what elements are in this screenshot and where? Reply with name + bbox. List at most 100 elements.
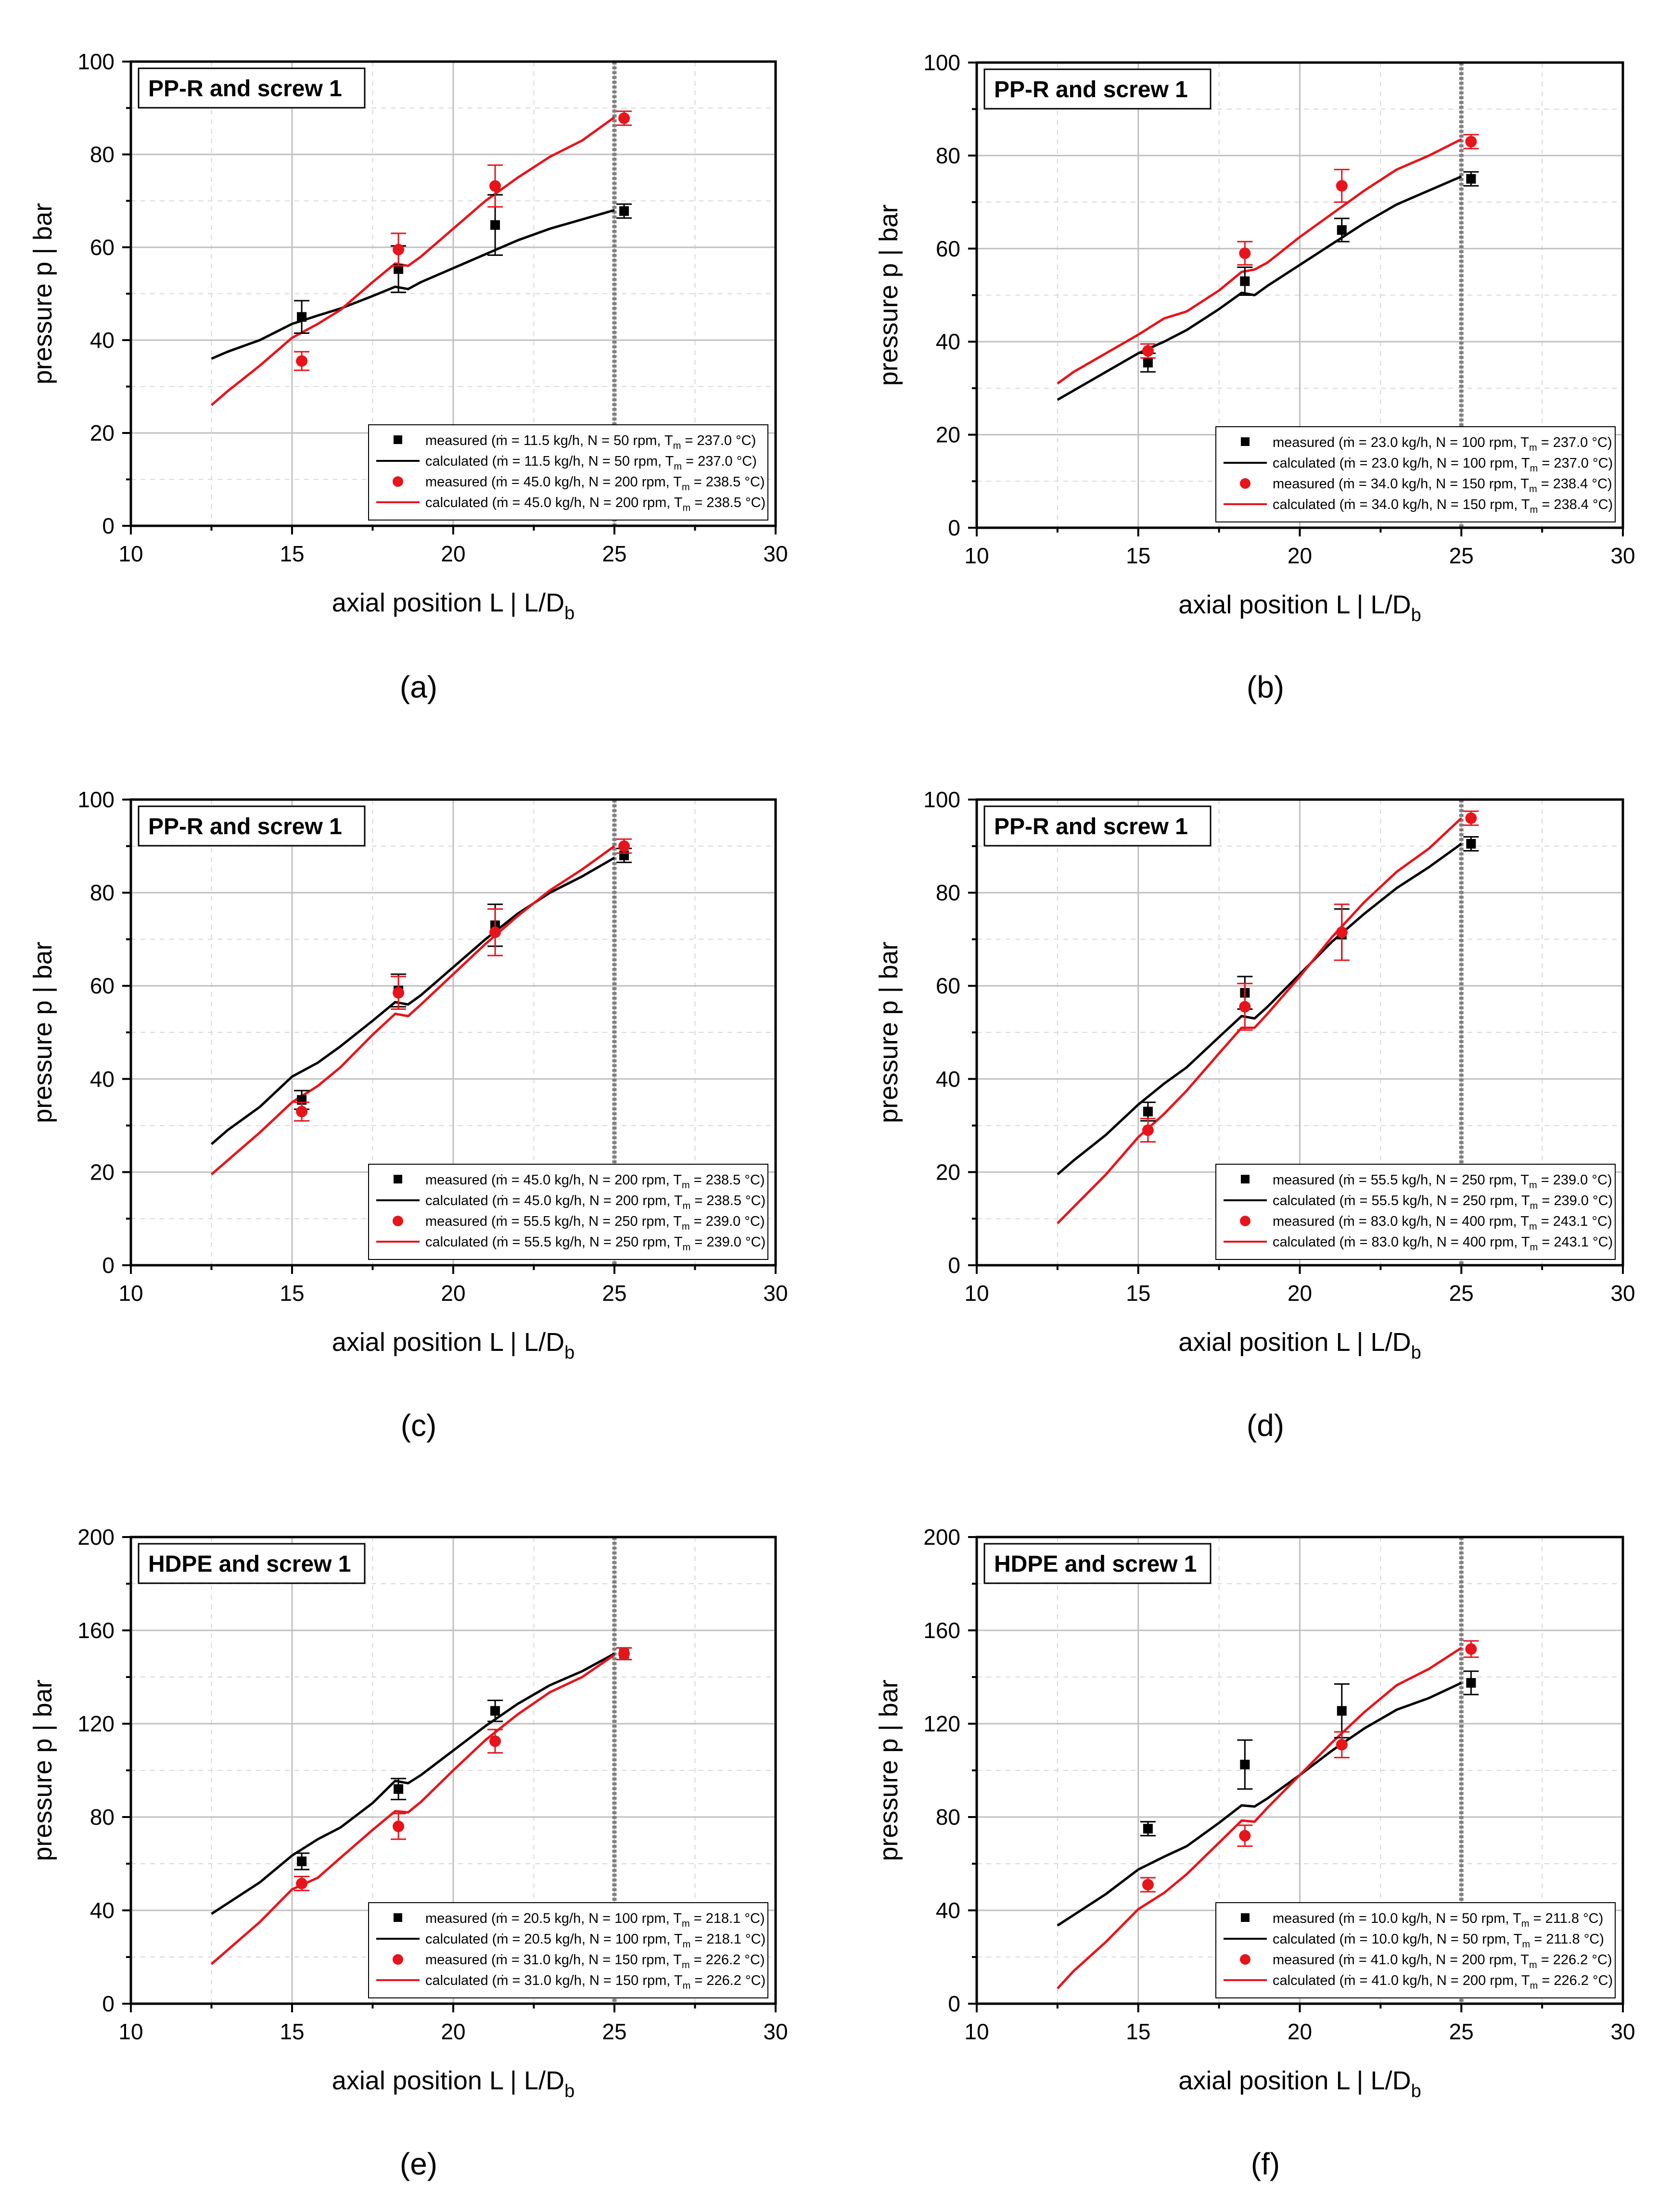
- legend-entry-0: measured (ṁ = 55.5 kg/h, N = 250 rpm, Tm…: [1241, 1172, 1612, 1191]
- legend-entry-1: calculated (ṁ = 45.0 kg/h, N = 200 rpm, …: [376, 1193, 765, 1211]
- panel-caption: (c): [401, 1408, 437, 1443]
- legend-label-text: calculated (ṁ = 10.0 kg/h, N = 50 rpm, T: [1273, 1932, 1522, 1947]
- legend-entry-1: calculated (ṁ = 55.5 kg/h, N = 250 rpm, …: [1224, 1193, 1613, 1211]
- legend-label-tail: = 238.5 °C): [690, 474, 765, 490]
- legend-label-subscript: m: [1530, 1201, 1538, 1211]
- legend-label: calculated (ṁ = 34.0 kg/h, N = 150 rpm, …: [1273, 497, 1613, 515]
- panel-caption: (b): [1247, 670, 1284, 704]
- panel-title-box: PP-R and screw 1: [138, 67, 366, 109]
- legend-entry-3: calculated (ṁ = 31.0 kg/h, N = 150 rpm, …: [376, 1973, 765, 1991]
- x-axis-label-subscript: b: [564, 1343, 574, 1363]
- legend-label-subscript: m: [682, 1960, 690, 1970]
- data-point-square: [394, 1784, 404, 1794]
- data-point-circle: [1465, 1643, 1477, 1655]
- y-tick-label: 20: [936, 1159, 960, 1184]
- x-axis-label-main: axial position L | L/D: [332, 2066, 564, 2095]
- measured-series-2: [1140, 810, 1479, 1143]
- legend-label-subscript: m: [1529, 1221, 1537, 1232]
- legend-box: [1215, 1902, 1616, 1998]
- y-tick-label: 80: [936, 143, 960, 168]
- x-axis-label-main: axial position L | L/D: [1178, 1328, 1411, 1357]
- legend-label-subscript: m: [1529, 484, 1537, 495]
- data-point-square: [1337, 225, 1347, 235]
- y-tick-label: 120: [77, 1711, 115, 1736]
- panel-caption: (d): [1247, 1408, 1284, 1443]
- legend-entry-2: measured (ṁ = 41.0 kg/h, N = 200 rpm, Tm…: [1240, 1952, 1612, 1970]
- calculated-line-1: [1057, 175, 1462, 401]
- x-axis-label: axial position L | L/Db: [1178, 590, 1421, 625]
- legend-entry-3: calculated (ṁ = 83.0 kg/h, N = 400 rpm, …: [1224, 1234, 1613, 1253]
- data-point-square: [490, 220, 500, 230]
- legend-entry-1: calculated (ṁ = 20.5 kg/h, N = 100 rpm, …: [376, 1932, 765, 1950]
- legend-label-text: measured (ṁ = 10.0 kg/h, N = 50 rpm, T: [1273, 1911, 1521, 1926]
- legend-circle-marker: [1240, 1954, 1250, 1965]
- y-tick-label: 120: [923, 1711, 960, 1736]
- legend-label-subscript: m: [674, 461, 682, 472]
- legend-square-marker: [1241, 437, 1250, 446]
- legend: measured (ṁ = 23.0 kg/h, N = 100 rpm, Tm…: [1215, 426, 1616, 522]
- panel-title-box: HDPE and screw 1: [138, 1543, 366, 1584]
- data-point-square: [1143, 1106, 1153, 1117]
- y-tick-label: 200: [923, 1525, 960, 1550]
- x-axis-label: axial position L | L/Db: [1178, 1328, 1421, 1363]
- data-point-circle: [1142, 1124, 1154, 1136]
- calculated-line-1: [211, 209, 615, 360]
- x-tick-label: 15: [1126, 2019, 1150, 2044]
- data-point-circle: [1239, 1001, 1251, 1013]
- legend-entry-1: calculated (ṁ = 11.5 kg/h, N = 50 rpm, T…: [376, 454, 757, 472]
- chart-panel-f: 10 15 20 25 30 0 40 80 120 160 200 axial position L…: [874, 1525, 1635, 2181]
- y-axis-label: pressure p | bar: [874, 941, 903, 1123]
- panel-title-box: PP-R and screw 1: [983, 805, 1212, 847]
- data-point-circle: [1142, 1879, 1154, 1891]
- legend-label-text: measured (ṁ = 45.0 kg/h, N = 200 rpm, T: [425, 474, 682, 490]
- calculated-line-1: [210, 856, 615, 1145]
- data-point-square: [1466, 1678, 1476, 1688]
- legend-label: measured (ṁ = 20.5 kg/h, N = 100 rpm, Tm…: [425, 1911, 765, 1929]
- legend-entry-3: calculated (ṁ = 41.0 kg/h, N = 200 rpm, …: [1224, 1973, 1613, 1991]
- axis-ticks: [122, 1536, 777, 2012]
- calculated-line-3: [1057, 1647, 1462, 1990]
- data-point-square: [297, 312, 307, 322]
- legend-label-text: measured (ṁ = 34.0 kg/h, N = 150 rpm, T: [1273, 476, 1529, 492]
- legend-label-subscript: m: [673, 441, 681, 451]
- legend-label-subscript: m: [1529, 1960, 1537, 1970]
- x-tick-label: 10: [964, 543, 989, 568]
- legend-label-subscript: m: [682, 1221, 690, 1232]
- data-point-square: [619, 206, 629, 216]
- panel-title: PP-R and screw 1: [994, 77, 1188, 102]
- legend-label: calculated (ṁ = 83.0 kg/h, N = 400 rpm, …: [1273, 1234, 1613, 1253]
- panel-title: PP-R and screw 1: [148, 76, 342, 102]
- legend-label-text: calculated (ṁ = 34.0 kg/h, N = 150 rpm, …: [1273, 497, 1530, 512]
- legend-label: calculated (ṁ = 55.5 kg/h, N = 250 rpm, …: [1273, 1193, 1613, 1211]
- legend-label-text: measured (ṁ = 20.5 kg/h, N = 100 rpm, T: [425, 1911, 682, 1926]
- measured-series-2: [1140, 1640, 1479, 1893]
- data-point-circle: [1239, 247, 1251, 259]
- y-tick-label: 40: [90, 1898, 115, 1923]
- calculated-line-3: [210, 1653, 615, 1965]
- legend-label-text: calculated (ṁ = 45.0 kg/h, N = 200 rpm, …: [425, 1193, 683, 1208]
- legend-label: measured (ṁ = 23.0 kg/h, N = 100 rpm, Tm…: [1273, 435, 1612, 453]
- x-tick-label: 30: [1610, 1281, 1635, 1306]
- data-point-circle: [1336, 1739, 1348, 1751]
- legend-label: measured (ṁ = 10.0 kg/h, N = 50 rpm, Tm …: [1273, 1911, 1603, 1929]
- y-axis-label: pressure p | bar: [28, 1679, 57, 1861]
- legend-label-tail: = 239.0 °C): [1538, 1193, 1613, 1208]
- x-tick-label: 25: [602, 2019, 626, 2044]
- legend-label-tail: = 237.0 °C): [1538, 456, 1613, 471]
- x-axis-label-main: axial position L | L/D: [332, 588, 564, 617]
- legend: measured (ṁ = 10.0 kg/h, N = 50 rpm, Tm …: [1215, 1902, 1616, 1998]
- axis-ticks: [968, 799, 1624, 1274]
- legend: measured (ṁ = 11.5 kg/h, N = 50 rpm, Tm …: [368, 424, 768, 521]
- legend-label-subscript: m: [682, 482, 690, 493]
- legend-label-text: calculated (ṁ = 20.5 kg/h, N = 100 rpm, …: [425, 1932, 683, 1947]
- legend-label-subscript: m: [1529, 1180, 1537, 1191]
- legend-label-tail: = 243.1 °C): [1537, 1214, 1612, 1229]
- legend-entry-0: measured (ṁ = 45.0 kg/h, N = 200 rpm, Tm…: [394, 1172, 765, 1191]
- legend-box: [1215, 1164, 1616, 1260]
- calculated-line-1: [1057, 842, 1462, 1176]
- legend-square-marker: [394, 1175, 402, 1183]
- legend-label-tail: = 218.1 °C): [690, 1932, 765, 1947]
- x-tick-label: 25: [602, 541, 626, 566]
- y-tick-label: 80: [936, 880, 960, 905]
- legend-label: calculated (ṁ = 23.0 kg/h, N = 100 rpm, …: [1273, 456, 1613, 474]
